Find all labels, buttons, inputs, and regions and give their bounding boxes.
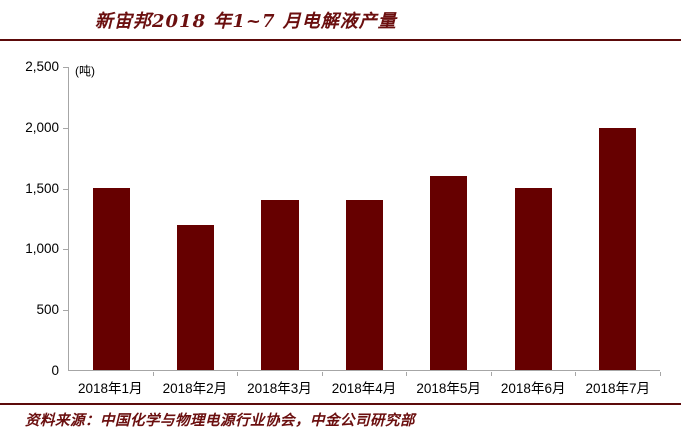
bar-2018年7月 xyxy=(599,127,637,370)
bar-series xyxy=(69,67,660,370)
source-note: 资料来源：中国化学与物理电源行业协会，中金公司研究部 xyxy=(25,412,415,429)
bar-cell-2018年3月 xyxy=(238,67,322,370)
plot-area: (吨) xyxy=(68,64,660,371)
x-axis-label: 2018年6月 xyxy=(500,381,566,396)
bar-2018年1月 xyxy=(92,188,130,370)
bar-cell-2018年2月 xyxy=(153,67,237,370)
x-axis-label: 2018年2月 xyxy=(162,381,228,396)
chart-title: 新宙邦2018 年1~7 月电解液产量 xyxy=(95,11,397,32)
bar-2018年5月 xyxy=(430,176,468,370)
bar-2018年6月 xyxy=(514,188,552,370)
y-axis-tick-mark xyxy=(63,188,68,190)
y-axis-tick-label: 0 xyxy=(51,363,59,378)
bar-cell-2018年4月 xyxy=(322,67,406,370)
x-axis-tick-mark xyxy=(321,372,323,376)
x-axis-label: 2018年1月 xyxy=(78,381,143,396)
title-divider-line xyxy=(0,39,681,41)
y-axis-tick-label: 1,000 xyxy=(25,241,59,257)
x-axis-tick-mark xyxy=(575,372,577,376)
y-axis-tick-label: 500 xyxy=(36,302,59,318)
y-axis-tick-mark xyxy=(63,67,68,68)
footer-divider-line xyxy=(0,403,681,405)
bar-2018年2月 xyxy=(177,224,215,370)
x-axis-labels: 2018年1月 2018年2月 2018年3月 2018年4月 2018年5月 2018年… xyxy=(68,377,660,397)
x-axis-tick-mark xyxy=(406,372,408,376)
y-axis-tick-label: 1,500 xyxy=(25,180,59,196)
bar-cell-2018年6月 xyxy=(491,67,575,370)
x-axis-tick-mark xyxy=(237,372,239,376)
y-axis-tick-mark xyxy=(63,127,68,129)
y-axis-tick-mark xyxy=(63,310,68,312)
y-axis-unit-label: (吨) xyxy=(75,64,95,78)
x-axis-label: 2018年5月 xyxy=(416,381,481,396)
bar-cell-2018年5月 xyxy=(407,67,491,370)
x-axis-tick-mark xyxy=(660,372,661,376)
x-axis-tick-mark xyxy=(152,372,154,376)
y-axis-tick-mark xyxy=(63,249,68,251)
x-axis-label: 2018年7月 xyxy=(585,381,651,396)
x-axis-label: 2018年4月 xyxy=(331,381,397,396)
x-axis-label: 2018年3月 xyxy=(247,381,312,396)
x-axis-tick-mark xyxy=(490,372,492,376)
bar-2018年4月 xyxy=(345,200,384,370)
bar-2018年3月 xyxy=(261,200,299,370)
y-axis-tick-label: 2,000 xyxy=(25,119,59,135)
bar-cell-2018年7月 xyxy=(576,67,660,370)
y-axis-tick-label: 2,500 xyxy=(25,59,59,74)
bar-cell-2018年1月 xyxy=(69,67,153,370)
